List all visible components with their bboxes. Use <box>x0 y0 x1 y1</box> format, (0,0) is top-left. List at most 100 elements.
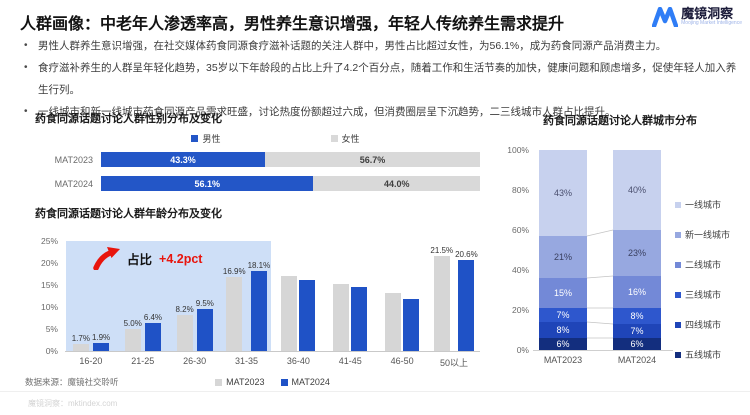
gender-legend-label: 女性 <box>341 134 360 144</box>
age-legend-item: MAT2024 <box>280 377 330 387</box>
age-bar <box>385 292 402 351</box>
age-bar-group <box>376 241 428 351</box>
city-y-tick: 0% <box>516 345 529 355</box>
age-bar-value-label: 1.7% <box>71 333 90 343</box>
age-bar <box>458 260 475 351</box>
age-chart: 0% 5% 10% 15% 20% 25% 1.7% 1.9% 5.0% 6.4% 8.2% 9.5… <box>35 236 480 356</box>
gender-bar-segment: 44.0% <box>313 176 480 191</box>
gender-legend-item: 男性 <box>191 132 221 145</box>
city-column: 43% 21% 15% 7% 8% 6% <box>539 150 587 350</box>
age-bar-value-label: 16.9% <box>222 266 246 276</box>
age-chart-bars: 1.7% 1.9% 5.0% 6.4% 8.2% 9.5% 16.9% 18.1% 21.5% 2… <box>65 241 480 351</box>
connector-line <box>586 275 614 279</box>
city-segment: 8% <box>613 308 661 324</box>
age-legend-label: MAT2024 <box>291 377 330 387</box>
city-y-tick: 60% <box>511 225 529 235</box>
footer-divider <box>0 391 750 392</box>
age-legend-label: MAT2023 <box>226 377 265 387</box>
city-chart-title: 药食同源话题讨论人群城市分布 <box>543 115 697 127</box>
age-chart-plot: 1.7% 1.9% 5.0% 6.4% 8.2% 9.5% 16.9% 18.1% 21.5% 2… <box>65 241 480 352</box>
age-bar-wrap <box>403 298 420 351</box>
age-bar <box>351 286 368 351</box>
age-bar-wrap: 1.9% <box>92 333 110 351</box>
age-bar <box>144 322 161 351</box>
city-legend-item: 新一线城市 <box>675 228 730 241</box>
age-bar <box>93 342 110 351</box>
city-segment: 16% <box>613 276 661 308</box>
age-bar-wrap: 16.9% <box>223 267 246 351</box>
city-legend-item: 二线城市 <box>675 258 730 271</box>
age-bar-group: 5.0% 6.4% <box>117 241 169 351</box>
age-bar-value-label: 18.1% <box>247 261 271 271</box>
segment-connector-lines <box>586 229 614 339</box>
gender-chart: MAT2023 43.3% 56.7% MAT2024 56.1% 44.0% <box>35 152 480 191</box>
connector-line <box>586 229 614 237</box>
gender-bar-row: MAT2024 56.1% 44.0% <box>35 176 480 191</box>
city-y-tick: 80% <box>511 185 529 195</box>
city-segment: 21% <box>539 236 587 278</box>
city-chart-legend: 一线城市新一线城市二线城市三线城市四线城市五线城市 <box>675 198 730 361</box>
city-column: 40% 23% 16% 8% 7% 6% <box>613 150 661 350</box>
brand-text: 魔镜洞察 Moojing Market Intelligence <box>681 6 742 27</box>
city-legend-item: 三线城市 <box>675 288 730 301</box>
city-legend-swatch <box>675 291 681 298</box>
left-charts: 药食同源话题讨论人群性别分布及变化 男性 女性 MAT2023 43.3% 56.7%… <box>35 110 480 387</box>
city-y-tick: 20% <box>511 305 529 315</box>
city-chart-y-axis: 0% 20% 40% 60% 80% 100% <box>505 145 531 355</box>
city-legend-label: 一线城市 <box>685 200 722 210</box>
gender-legend-swatch <box>191 135 199 142</box>
bullet-item: 一线城市和新一线城市药食同源产品需求旺盛，讨论热度份额超过六成，但消费圈层呈下沉… <box>22 101 740 123</box>
gender-bar-segment: 56.7% <box>265 152 480 167</box>
city-segment: 7% <box>539 308 587 322</box>
age-legend-item: MAT2023 <box>215 377 265 387</box>
city-legend-swatch <box>675 201 681 208</box>
age-bar-group <box>273 241 325 351</box>
age-bar <box>226 276 243 351</box>
city-legend-label: 四线城市 <box>685 320 722 330</box>
city-legend-label: 三线城市 <box>685 290 722 300</box>
age-bar-wrap <box>351 286 368 351</box>
city-segment: 43% <box>539 150 587 236</box>
age-annotation: 占比 +4.2pct <box>93 247 202 270</box>
age-bar-wrap <box>281 275 298 351</box>
summary-bullets: 男性人群养生意识增强，在社交媒体药食同源食疗滋补话题的关注人群中，男性占比超过女… <box>22 35 740 123</box>
city-legend-item: 一线城市 <box>675 198 730 211</box>
age-bar-group: 1.7% 1.9% <box>65 241 117 351</box>
city-legend-swatch <box>675 321 681 328</box>
gender-row-label: MAT2023 <box>54 154 93 165</box>
age-x-tick: 50以上 <box>440 358 469 368</box>
age-bar-wrap: 20.6% <box>455 250 478 351</box>
age-x-tick: 16-20 <box>79 356 103 366</box>
city-y-tick: 100% <box>507 145 529 155</box>
city-legend-item: 五线城市 <box>675 348 730 361</box>
brand-tagline: Moojing Market Intelligence <box>681 20 742 27</box>
city-x-tick: MAT2024 <box>617 355 657 365</box>
gender-bar: 43.3% 56.7% <box>101 152 480 167</box>
age-bar-group: 21.5% 20.6% <box>428 241 480 351</box>
age-annotation-label: 占比 <box>127 253 153 267</box>
gender-bar-segment: 43.3% <box>101 152 266 167</box>
age-bar <box>403 298 420 351</box>
page-title: 人群画像：中老年人渗透率高，男性养生意识增强，年轻人传统养生需求提升 <box>20 16 565 33</box>
brand-logo: 魔镜洞察 Moojing Market Intelligence <box>652 6 742 27</box>
city-segment: 6% <box>539 338 587 350</box>
age-y-tick: 5% <box>45 324 58 334</box>
age-y-tick: 20% <box>40 258 58 268</box>
age-x-tick: 41-45 <box>338 356 362 366</box>
age-bar-wrap: 9.5% <box>196 299 214 351</box>
age-bar <box>196 309 213 351</box>
gender-chart-title: 药食同源话题讨论人群性别分布及变化 <box>35 113 222 125</box>
age-chart-legend: MAT2023 MAT2024 <box>35 377 480 387</box>
city-segment: 8% <box>539 322 587 338</box>
city-segment: 40% <box>613 150 661 230</box>
age-bar-value-label: 1.9% <box>91 332 111 342</box>
gender-bar: 56.1% 44.0% <box>101 176 480 191</box>
city-y-tick: 40% <box>511 265 529 275</box>
age-bar-wrap: 6.4% <box>144 313 162 351</box>
age-bar-group: 16.9% 18.1% <box>221 241 273 351</box>
city-segment: 7% <box>613 324 661 338</box>
gender-row-label: MAT2024 <box>54 178 93 189</box>
gender-bar-row: MAT2023 43.3% 56.7% <box>35 152 480 167</box>
age-x-tick: 31-35 <box>235 356 259 366</box>
